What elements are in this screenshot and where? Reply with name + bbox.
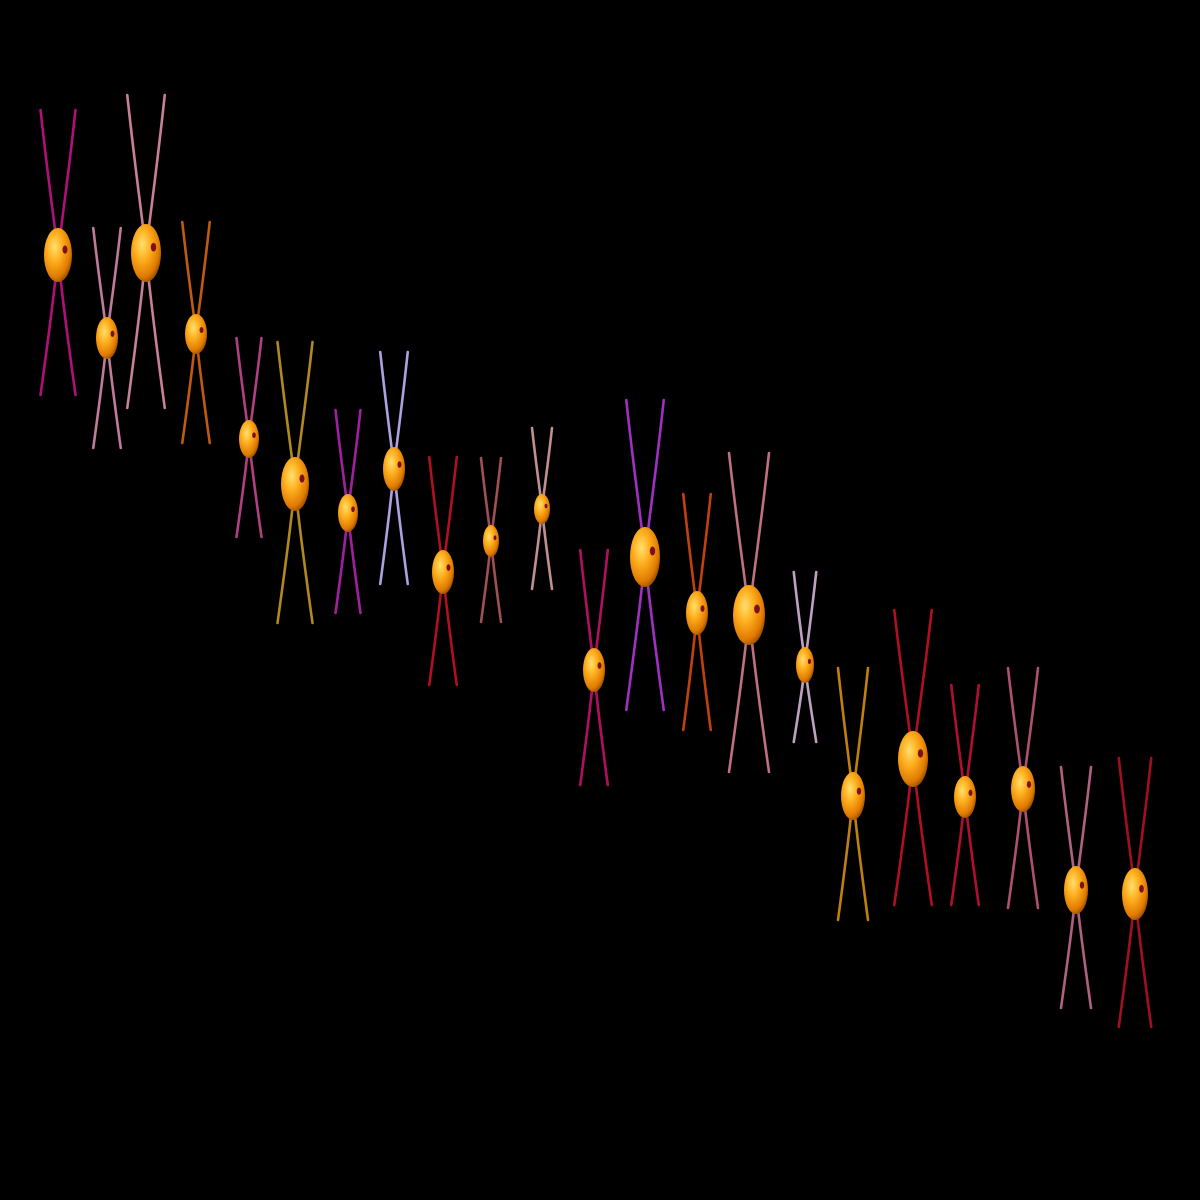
sphere-notch: [252, 432, 256, 439]
sphere-notch: [544, 503, 548, 509]
sphere-notch: [1139, 884, 1144, 893]
sphere: [954, 776, 976, 818]
sphere-notch: [150, 242, 157, 252]
sphere-notch: [700, 605, 705, 612]
sphere-notch: [1079, 881, 1085, 889]
sphere: [96, 317, 118, 359]
figure: [836, 666, 870, 922]
sphere: [131, 224, 161, 282]
sphere-notch: [1026, 780, 1032, 788]
sphere-notch: [856, 787, 862, 795]
sphere: [281, 457, 309, 511]
sphere-notch: [807, 658, 812, 665]
figure: [892, 608, 934, 907]
sphere: [583, 648, 605, 692]
figure: [427, 455, 459, 687]
figure: [727, 451, 771, 774]
sphere: [1122, 868, 1148, 920]
sphere-notch: [446, 564, 451, 571]
sphere: [338, 494, 358, 532]
figure: [479, 456, 503, 624]
figure: [334, 408, 362, 615]
figure: [578, 548, 610, 787]
figure: [378, 350, 410, 586]
sphere: [383, 447, 405, 491]
figure: [235, 336, 263, 539]
sphere: [630, 527, 660, 587]
sphere-notch: [199, 327, 204, 333]
figure: [1117, 756, 1153, 1029]
sphere-notch: [754, 604, 760, 614]
sphere: [796, 647, 814, 683]
figure: [125, 93, 167, 410]
sphere-notch: [299, 474, 305, 483]
sphere: [44, 228, 72, 282]
sphere: [686, 591, 708, 635]
figure: [530, 426, 554, 591]
figure: [792, 570, 818, 744]
figure: [949, 683, 981, 907]
sphere: [185, 314, 207, 354]
figure: [91, 226, 123, 450]
sphere-notch: [968, 789, 973, 796]
sphere: [1064, 866, 1088, 914]
sphere: [239, 420, 259, 458]
sphere: [534, 494, 550, 524]
sphere-notch: [917, 749, 924, 758]
sphere: [898, 731, 928, 787]
sphere-notch: [62, 245, 68, 254]
sphere: [432, 550, 454, 594]
figure: [624, 398, 666, 712]
figure: [1006, 666, 1040, 910]
sphere-notch: [351, 506, 355, 513]
sphere-notch: [649, 546, 656, 556]
figure: [276, 340, 314, 625]
figure: [681, 492, 713, 732]
sphere: [733, 585, 765, 645]
figure: [39, 108, 77, 397]
sphere-notch: [597, 662, 602, 669]
sphere: [1011, 766, 1035, 812]
sphere: [841, 772, 865, 820]
sphere-notch: [397, 461, 402, 468]
figure: [1059, 765, 1093, 1010]
sphere-notch: [110, 330, 115, 337]
figure: [180, 220, 212, 445]
sphere: [483, 525, 499, 557]
sphere-notch: [493, 535, 497, 541]
